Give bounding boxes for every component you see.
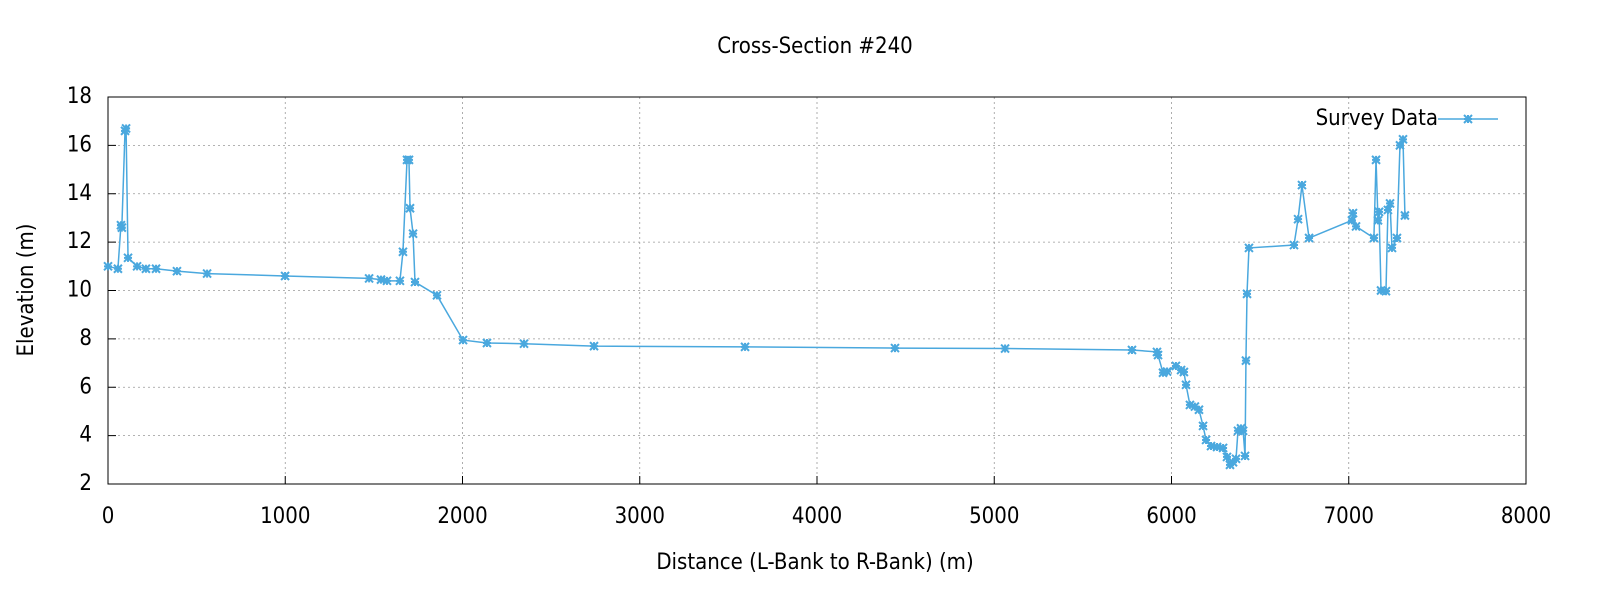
point <box>1162 366 1172 377</box>
point <box>121 123 131 134</box>
y-tick-label: 14 <box>67 181 92 206</box>
y-tick-label: 4 <box>79 423 92 448</box>
point <box>1206 441 1216 451</box>
point <box>395 276 405 286</box>
point <box>589 341 599 351</box>
y-tick-label: 12 <box>67 229 92 254</box>
point <box>376 274 386 285</box>
point <box>1198 421 1208 431</box>
point <box>1231 454 1241 464</box>
point <box>1387 243 1397 253</box>
point <box>410 277 420 287</box>
point <box>1201 435 1211 445</box>
x-tick-label: 5000 <box>969 504 1019 529</box>
point <box>1297 180 1307 190</box>
point <box>458 335 468 345</box>
y-tick-label: 8 <box>79 326 92 351</box>
point <box>1185 400 1195 410</box>
series-line <box>107 128 1406 467</box>
x-tick-label: 4000 <box>792 504 842 529</box>
point <box>1000 343 1010 354</box>
x-axis-label: Distance (L-Bank to R-Bank) (m) <box>656 550 973 575</box>
point <box>1222 452 1232 462</box>
plot-frame <box>107 96 1527 485</box>
point <box>382 276 392 286</box>
point <box>1371 155 1381 165</box>
x-tick-label: 1000 <box>260 504 310 529</box>
point <box>1395 140 1405 151</box>
point <box>1127 345 1137 355</box>
point <box>113 264 123 274</box>
point <box>1242 289 1252 299</box>
point <box>1383 205 1393 215</box>
point <box>404 155 414 165</box>
point <box>1171 361 1181 371</box>
point <box>1400 210 1410 221</box>
point <box>1181 380 1191 390</box>
y-tick-label: 6 <box>79 374 92 399</box>
point <box>1385 198 1395 209</box>
point <box>1381 286 1391 296</box>
x-tick-label: 7000 <box>1324 504 1374 529</box>
point <box>890 343 900 353</box>
point <box>398 247 408 257</box>
y-tick-label: 16 <box>67 132 92 157</box>
legend-marker <box>1463 114 1473 124</box>
x-tick-label: 3000 <box>615 504 665 529</box>
point <box>1347 215 1357 226</box>
point <box>1373 215 1383 226</box>
y-axis-label: Elevation (m) <box>14 224 39 357</box>
point <box>740 342 750 352</box>
point <box>1289 240 1299 250</box>
point <box>1218 443 1228 453</box>
point <box>408 228 418 239</box>
point <box>1304 233 1314 243</box>
point <box>1194 405 1204 415</box>
point <box>1241 355 1251 366</box>
point <box>1244 243 1254 253</box>
y-tick-label: 2 <box>79 471 92 496</box>
point <box>519 339 529 349</box>
point <box>1179 367 1189 377</box>
point <box>432 290 442 301</box>
point <box>103 261 113 272</box>
point <box>141 264 151 274</box>
point <box>117 222 127 233</box>
point <box>482 338 492 348</box>
point <box>1212 442 1222 452</box>
x-tick-label: 8000 <box>1501 504 1551 529</box>
point <box>280 271 290 281</box>
point <box>1153 350 1163 360</box>
legend-label: Survey Data <box>1316 106 1438 131</box>
point <box>1376 285 1386 296</box>
point <box>1158 368 1168 378</box>
point <box>1392 233 1402 243</box>
point <box>405 203 415 213</box>
point <box>151 264 161 274</box>
x-tick-label: 0 <box>102 504 115 529</box>
point <box>1152 347 1162 357</box>
point <box>1398 134 1408 145</box>
y-tick-label: 18 <box>67 84 92 109</box>
point <box>172 266 182 276</box>
y-tick-label: 10 <box>67 278 92 303</box>
point <box>1238 426 1248 436</box>
x-tick-label: 2000 <box>437 504 487 529</box>
point <box>1240 451 1250 461</box>
point <box>202 268 212 279</box>
point <box>1351 221 1361 232</box>
chart-title: Cross-Section #240 <box>717 34 913 59</box>
point <box>1293 214 1303 224</box>
point <box>123 253 133 263</box>
point <box>1369 233 1379 243</box>
point <box>1348 208 1358 218</box>
point <box>1374 207 1384 217</box>
x-tick-label: 6000 <box>1146 504 1196 529</box>
point <box>364 273 374 284</box>
point <box>132 261 142 272</box>
